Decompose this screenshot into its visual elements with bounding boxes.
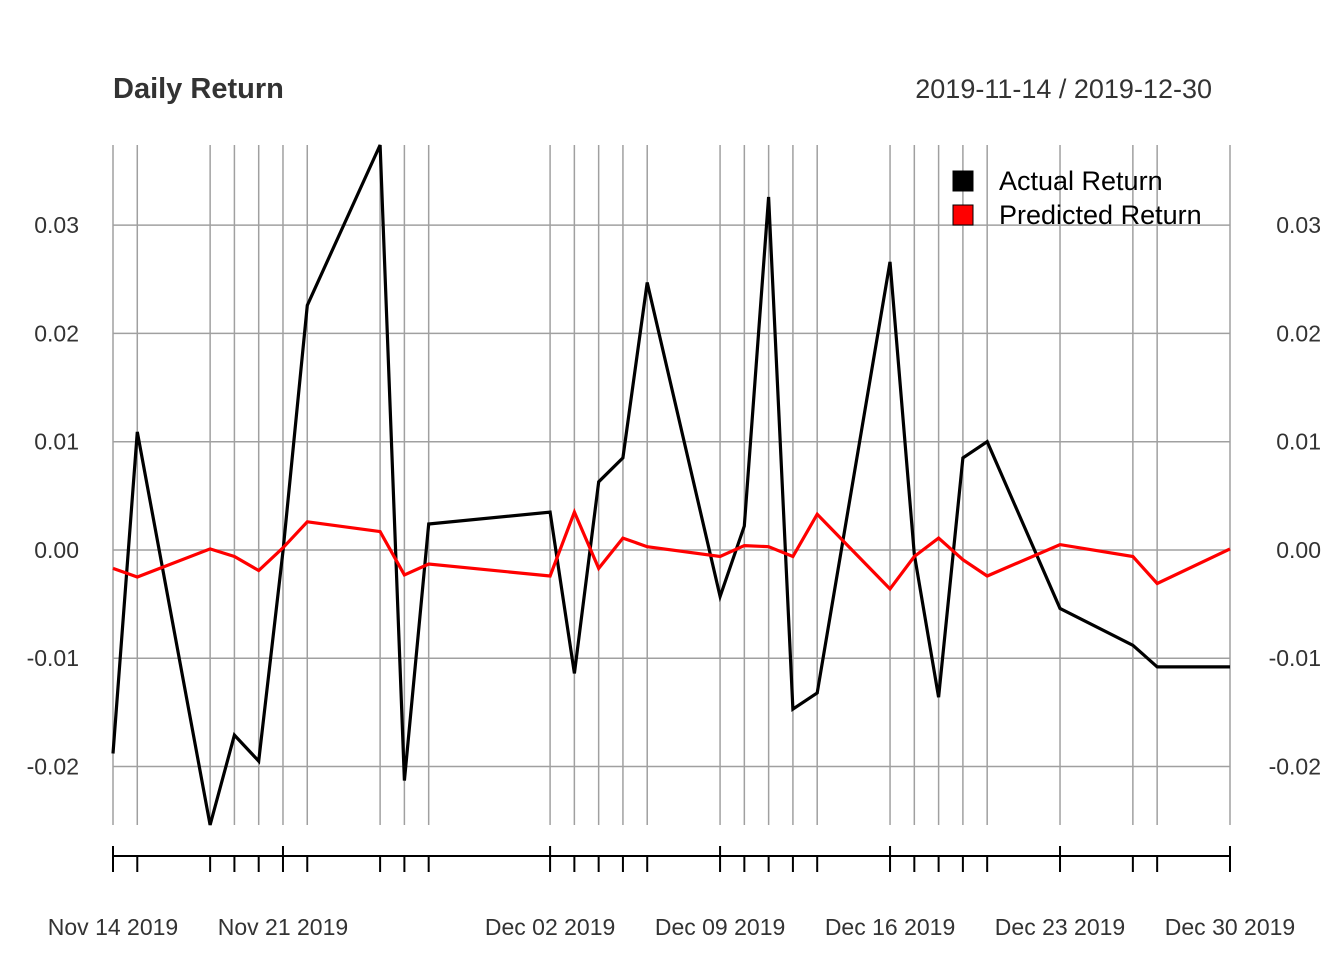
legend-label: Actual Return [999, 166, 1163, 196]
y-tick-label-right: 0.01 [1276, 429, 1321, 455]
date-range: 2019-11-14 / 2019-12-30 [915, 74, 1212, 104]
y-tick-label-right: -0.01 [1269, 645, 1321, 671]
y-tick-label-right: 0.03 [1276, 212, 1321, 238]
y-tick-label-left: -0.01 [27, 645, 79, 671]
x-tick-label: Dec 23 2019 [995, 914, 1125, 940]
y-tick-label-right: -0.02 [1269, 754, 1321, 780]
legend: Actual Return Predicted Return [952, 166, 1202, 230]
grid [112, 145, 1231, 825]
legend-label: Predicted Return [999, 200, 1202, 230]
legend-swatch [952, 204, 974, 226]
series-line-actual [111, 144, 1230, 826]
y-tick-label-left: 0.02 [34, 320, 79, 346]
x-tick-label: Dec 09 2019 [655, 914, 785, 940]
series-group [111, 144, 1231, 826]
legend-swatch [952, 170, 974, 192]
x-tick-label: Dec 02 2019 [485, 914, 615, 940]
chart-title: Daily Return [113, 73, 284, 105]
x-tick-label: Dec 16 2019 [825, 914, 955, 940]
x-axis: Nov 14 2019 Nov 21 2019 Dec 02 2019 Dec 09 … [48, 846, 1295, 940]
y-axis-left: -0.02 -0.01 0.00 0.01 0.02 0.03 [27, 212, 79, 779]
y-tick-label-left: 0.00 [34, 537, 79, 563]
x-tick-label: Nov 14 2019 [48, 914, 178, 940]
y-tick-label-left: 0.01 [34, 429, 79, 455]
y-tick-label-left: -0.02 [27, 754, 79, 780]
series-line-predicted [112, 507, 1231, 592]
y-axis-right: -0.02 -0.01 0.00 0.01 0.02 0.03 [1269, 212, 1321, 779]
x-tick-label: Nov 21 2019 [218, 914, 348, 940]
y-tick-label-right: 0.00 [1276, 537, 1321, 563]
y-tick-label-left: 0.03 [34, 212, 79, 238]
x-tick-label: Dec 30 2019 [1165, 914, 1295, 940]
y-tick-label-right: 0.02 [1276, 320, 1321, 346]
